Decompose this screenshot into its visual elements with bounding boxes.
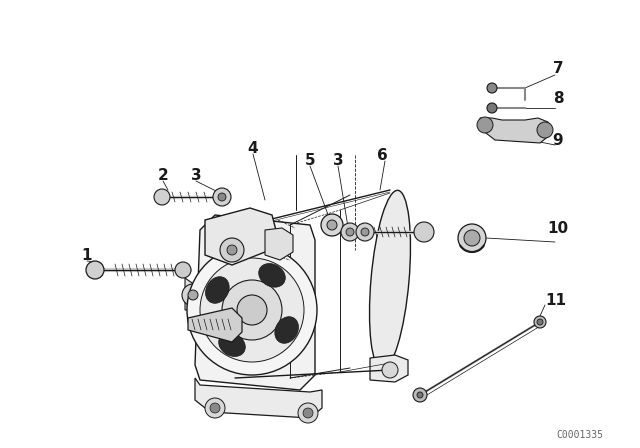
Polygon shape [265,228,293,260]
Circle shape [327,220,337,230]
Polygon shape [188,308,242,342]
Polygon shape [195,215,315,390]
Circle shape [175,262,191,278]
Circle shape [534,316,546,328]
Text: 3: 3 [333,152,343,168]
Circle shape [182,284,204,306]
Circle shape [213,188,231,206]
Circle shape [346,228,354,236]
Circle shape [218,193,226,201]
Circle shape [382,362,398,378]
Circle shape [487,103,497,113]
Circle shape [356,223,374,241]
Text: 4: 4 [248,141,259,155]
Circle shape [86,261,104,279]
Polygon shape [370,355,408,382]
Text: 10: 10 [547,220,568,236]
Circle shape [227,245,237,255]
Circle shape [154,189,170,205]
Circle shape [414,222,434,242]
Circle shape [537,319,543,325]
Circle shape [361,228,369,236]
Circle shape [237,295,267,325]
Ellipse shape [259,263,285,287]
Text: 7: 7 [553,60,563,76]
Text: 1: 1 [82,247,92,263]
Circle shape [413,388,427,402]
Text: 11: 11 [545,293,566,307]
Text: 9: 9 [553,133,563,147]
Polygon shape [480,118,550,143]
Circle shape [321,214,343,236]
Text: 6: 6 [376,147,387,163]
Text: 3: 3 [191,168,202,182]
Circle shape [205,398,225,418]
Polygon shape [205,208,278,265]
Circle shape [458,224,486,252]
Circle shape [537,122,553,138]
Circle shape [222,280,282,340]
Circle shape [220,238,244,262]
Circle shape [187,245,317,375]
Polygon shape [185,278,195,310]
Circle shape [188,290,198,300]
Ellipse shape [369,190,410,370]
Text: 2: 2 [157,168,168,182]
Circle shape [417,392,423,398]
Circle shape [477,117,493,133]
Text: 8: 8 [553,90,563,105]
Circle shape [298,403,318,423]
Circle shape [487,83,497,93]
Polygon shape [195,378,322,418]
Text: C0001335: C0001335 [557,430,604,440]
Circle shape [341,223,359,241]
Ellipse shape [275,317,298,343]
Text: 5: 5 [305,152,316,168]
Circle shape [200,258,304,362]
Ellipse shape [219,333,245,357]
Circle shape [210,403,220,413]
Ellipse shape [205,277,229,303]
Circle shape [303,408,313,418]
Circle shape [464,230,480,246]
